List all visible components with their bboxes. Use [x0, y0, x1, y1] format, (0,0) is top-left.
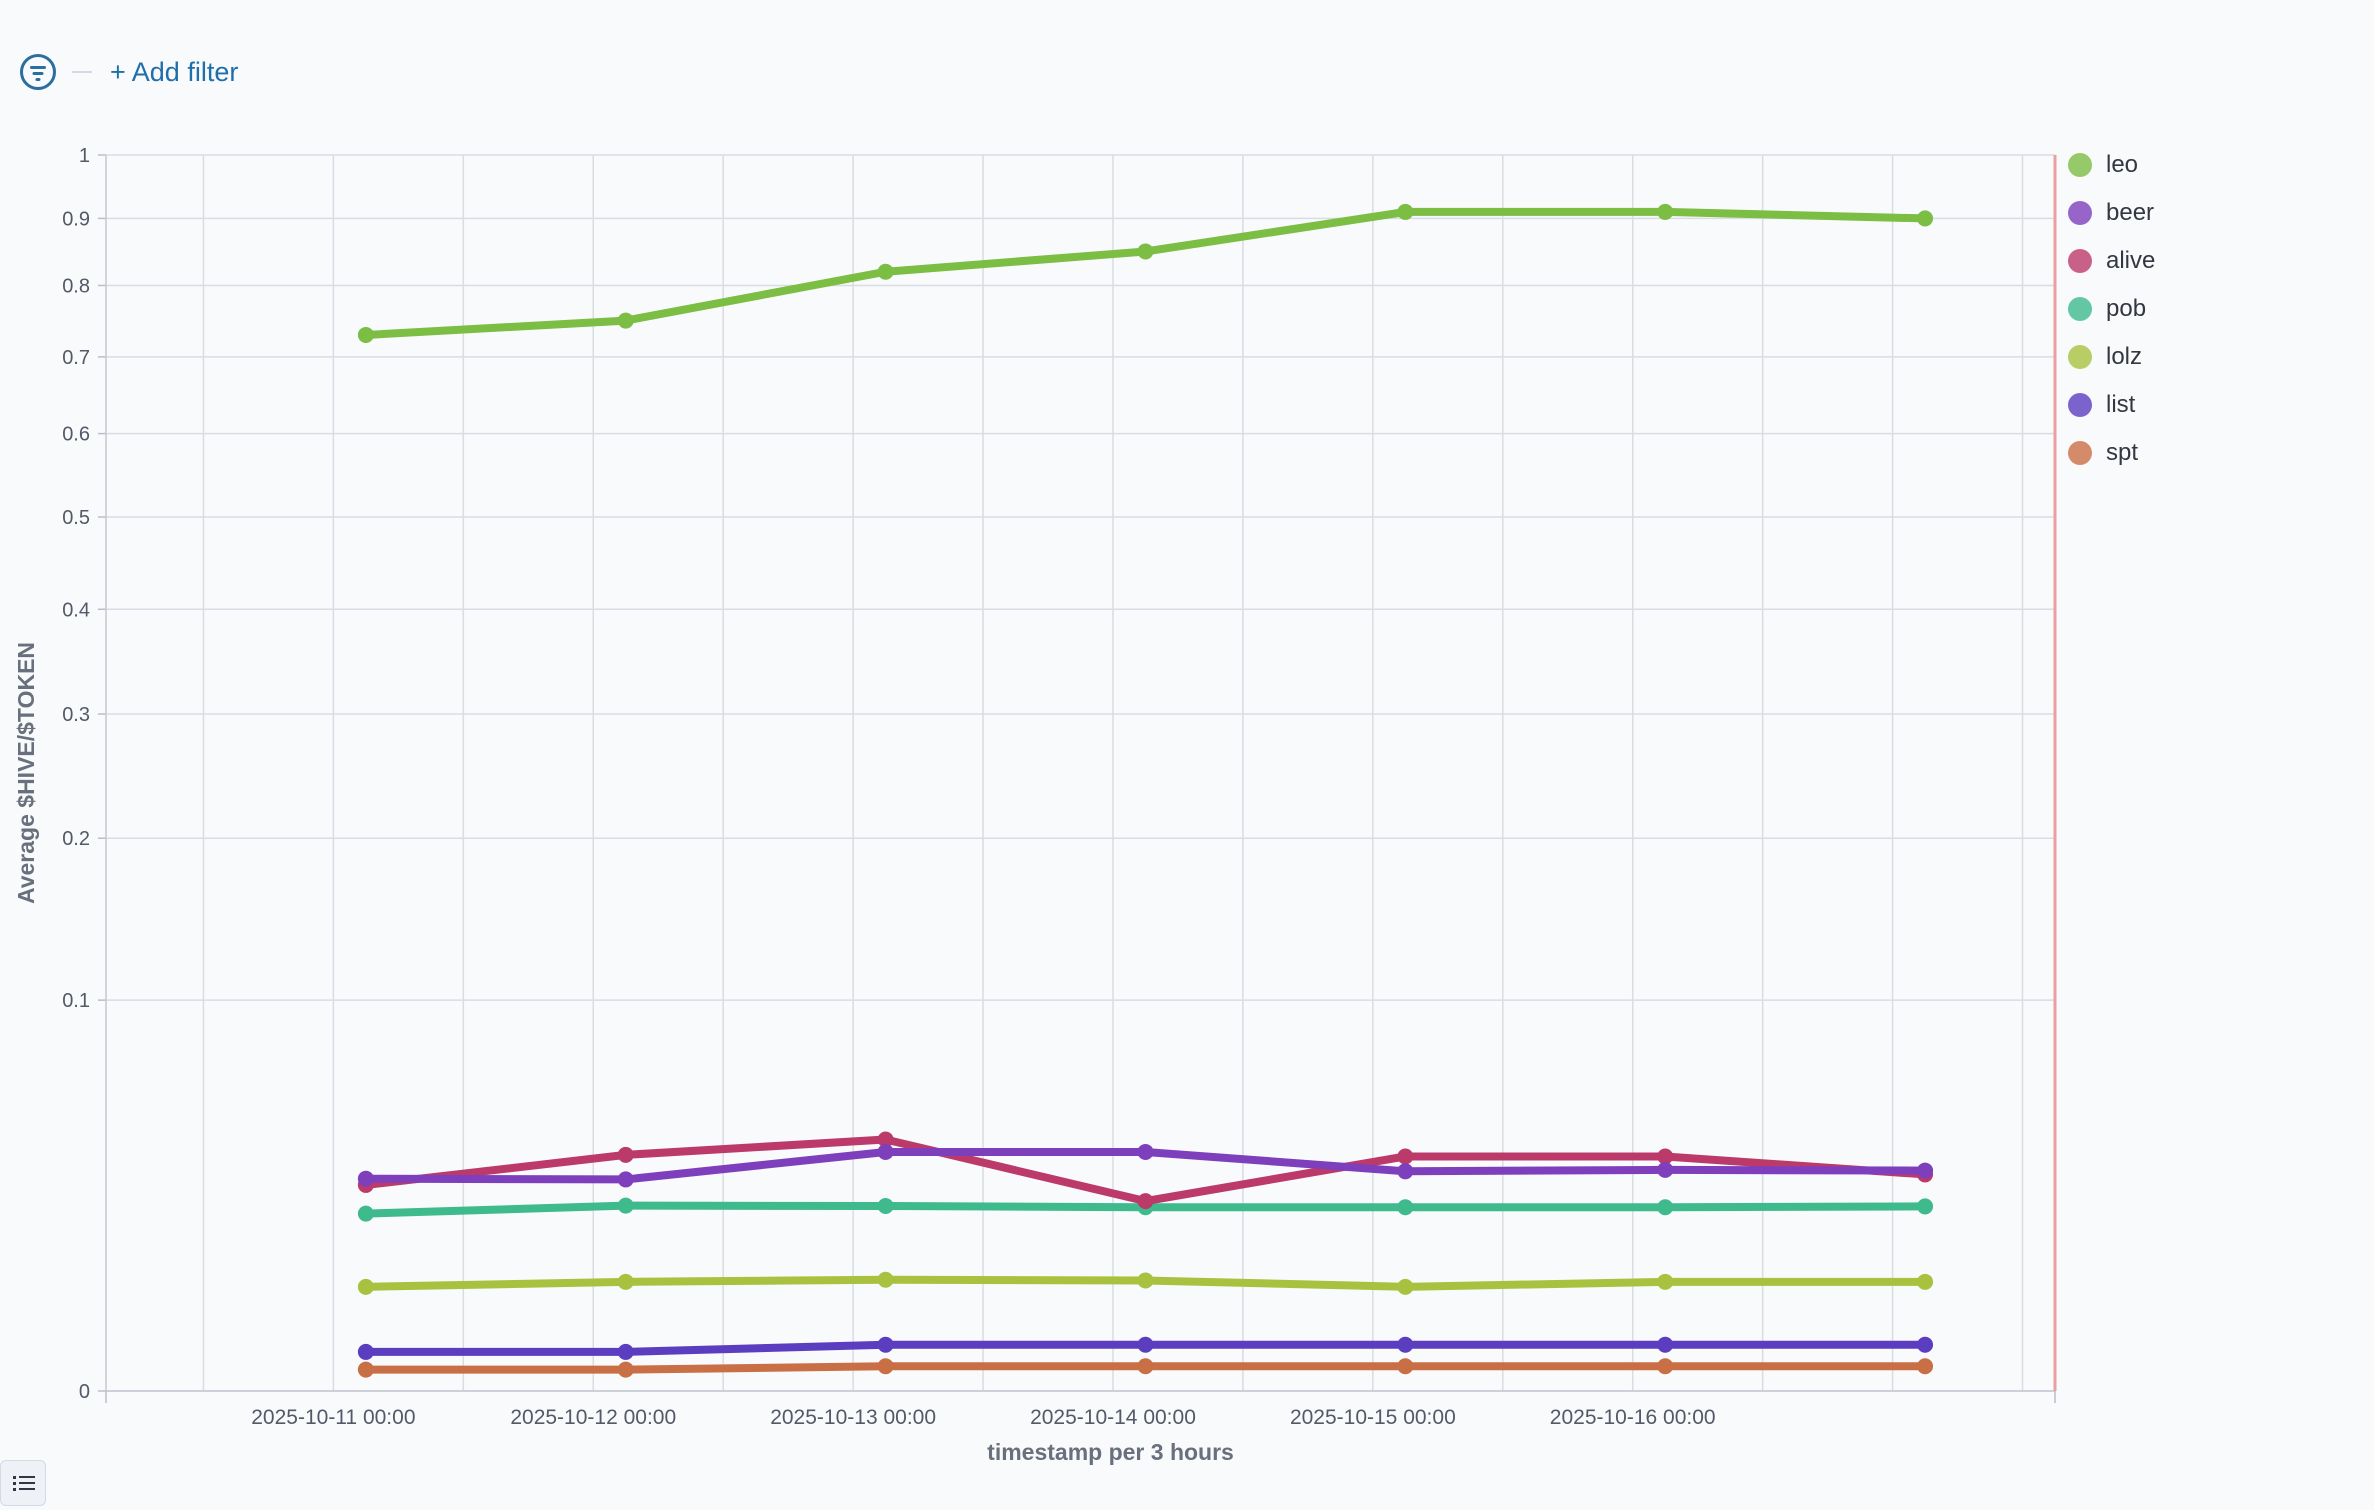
y-tick-label: 0.8	[62, 275, 90, 297]
legend-item-alive[interactable]: alive	[2068, 237, 2155, 285]
legend-swatch	[2068, 249, 2092, 273]
legend-label: pob	[2106, 295, 2147, 322]
legend-label: alive	[2106, 247, 2156, 274]
data-point-pob	[1397, 1199, 1414, 1216]
x-tick-label: 2025-10-16 00:00	[1550, 1406, 1716, 1429]
data-point-alive	[1397, 1148, 1414, 1165]
legend-swatch	[2068, 393, 2092, 417]
x-tick-label: 2025-10-12 00:00	[510, 1406, 676, 1429]
series-line-leo	[361, 207, 1930, 339]
data-point-leo	[1137, 243, 1154, 260]
y-tick-label: 1	[79, 145, 90, 167]
data-point-spt	[1917, 1358, 1934, 1375]
legend-swatch	[2068, 345, 2092, 369]
y-tick-label: 0.5	[62, 507, 90, 529]
legend-item-list[interactable]: list	[2068, 381, 2155, 429]
x-tick-label: 2025-10-14 00:00	[1030, 1406, 1196, 1429]
legend-item-leo[interactable]: leo	[2068, 141, 2155, 189]
data-point-beer	[617, 1171, 634, 1188]
chart-legend: leo beer alive pob lolz list spt	[2068, 141, 2155, 477]
data-point-pob	[617, 1197, 634, 1214]
data-point-pob	[357, 1205, 374, 1222]
data-point-lolz	[1397, 1278, 1414, 1295]
legend-label: list	[2106, 391, 2136, 418]
y-tick-label: 0.6	[62, 424, 90, 446]
data-point-alive	[1657, 1148, 1674, 1165]
data-point-spt	[877, 1358, 894, 1375]
data-point-beer	[877, 1143, 894, 1160]
data-point-leo	[1397, 203, 1414, 220]
data-point-list	[1137, 1336, 1154, 1353]
y-tick-label: 0.3	[62, 704, 90, 726]
data-point-list	[877, 1336, 894, 1353]
legend-item-beer[interactable]: beer	[2068, 189, 2155, 237]
x-tick-label: 2025-10-11 00:00	[251, 1406, 415, 1429]
legend-swatch	[2068, 201, 2092, 225]
data-point-list	[1917, 1336, 1934, 1353]
data-point-spt	[1137, 1358, 1154, 1375]
legend-label: lolz	[2106, 343, 2143, 370]
legend-swatch	[2068, 153, 2092, 177]
y-tick-label: 0.4	[62, 599, 90, 621]
y-tick-label: 0.1	[62, 990, 90, 1012]
legend-label: spt	[2106, 439, 2139, 466]
data-point-spt	[1397, 1358, 1414, 1375]
filter-bar: + Add filter	[20, 52, 238, 92]
data-point-beer	[1397, 1163, 1414, 1180]
data-point-leo	[357, 326, 374, 343]
data-point-alive	[877, 1131, 894, 1148]
data-point-beer	[1657, 1161, 1674, 1178]
data-point-pob	[1657, 1199, 1674, 1216]
y-axis-title: Average $HIVE/$TOKEN	[13, 642, 39, 904]
data-point-lolz	[617, 1273, 634, 1290]
data-point-lolz	[357, 1278, 374, 1295]
data-point-lolz	[1657, 1273, 1674, 1290]
data-point-beer	[1917, 1162, 1934, 1179]
x-tick-label: 2025-10-15 00:00	[1290, 1406, 1456, 1429]
legend-toggle-icon[interactable]	[0, 1460, 46, 1506]
data-point-list	[357, 1343, 374, 1360]
legend-item-spt[interactable]: spt	[2068, 429, 2155, 477]
data-point-alive	[1137, 1193, 1154, 1210]
y-tick-label: 0	[79, 1381, 90, 1403]
x-tick-label: 2025-10-13 00:00	[770, 1406, 936, 1429]
y-tick-label: 0.2	[62, 828, 90, 850]
data-point-spt	[617, 1361, 634, 1378]
x-axis-title: timestamp per 3 hours	[987, 1439, 1234, 1465]
filter-divider	[72, 71, 92, 73]
data-point-leo	[617, 312, 634, 329]
data-point-spt	[1657, 1358, 1674, 1375]
data-point-leo	[1657, 203, 1674, 220]
add-filter-button[interactable]: + Add filter	[110, 56, 239, 87]
data-point-spt	[357, 1361, 374, 1378]
data-point-lolz	[1137, 1272, 1154, 1289]
data-point-beer	[357, 1170, 374, 1187]
legend-swatch	[2068, 297, 2092, 321]
legend-swatch	[2068, 441, 2092, 465]
data-point-list	[1397, 1336, 1414, 1353]
data-point-leo	[1917, 210, 1934, 227]
filter-options-icon[interactable]	[20, 54, 56, 90]
legend-item-pob[interactable]: pob	[2068, 285, 2155, 333]
legend-item-lolz[interactable]: lolz	[2068, 333, 2155, 381]
legend-label: beer	[2106, 199, 2155, 226]
data-point-beer	[1137, 1143, 1154, 1160]
data-point-leo	[877, 263, 894, 280]
data-point-pob	[877, 1198, 894, 1215]
data-point-list	[1657, 1336, 1674, 1353]
data-point-list	[617, 1343, 634, 1360]
data-point-pob	[1917, 1198, 1934, 1215]
legend-label: leo	[2106, 151, 2139, 178]
data-point-lolz	[1917, 1273, 1934, 1290]
y-tick-label: 0.9	[62, 208, 90, 230]
data-point-lolz	[877, 1271, 894, 1288]
y-tick-label: 0.7	[62, 347, 90, 369]
data-point-alive	[617, 1146, 634, 1163]
